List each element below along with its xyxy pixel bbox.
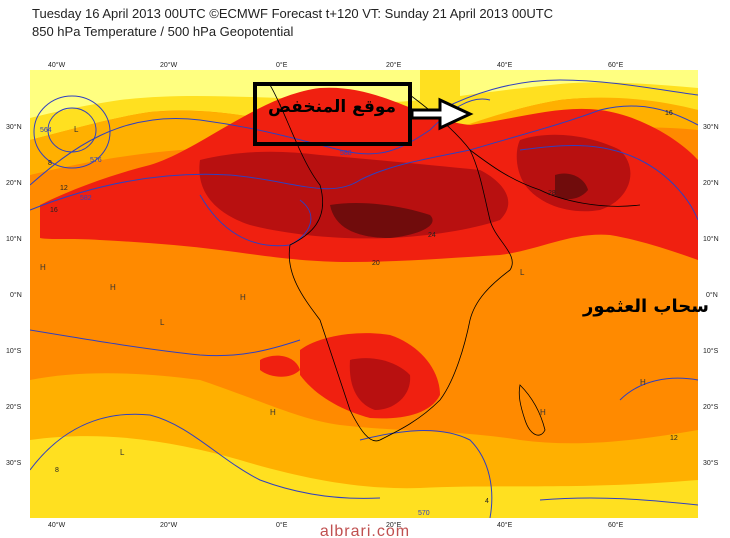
coastlines bbox=[269, 84, 641, 442]
lat-label: 20°N bbox=[703, 179, 719, 187]
lat-label: 20°N bbox=[6, 179, 22, 187]
contour-label: 28 bbox=[548, 190, 556, 197]
temperature-field bbox=[30, 70, 698, 518]
contour-label: 582 bbox=[80, 195, 92, 202]
pressure-markers: L H H L L H H H L H bbox=[40, 125, 646, 457]
lon-label: 60°E bbox=[608, 61, 624, 69]
lon-label: 40°E bbox=[497, 521, 513, 529]
svg-text:H: H bbox=[110, 283, 116, 292]
lat-labels-right: 30°N 20°N 10°N 0°N 10°S 20°S 30°S bbox=[703, 123, 719, 467]
svg-text:L: L bbox=[520, 268, 525, 277]
lat-label: 30°S bbox=[703, 459, 719, 467]
lat-label: 30°N bbox=[703, 123, 719, 131]
lat-label: 10°S bbox=[6, 347, 22, 355]
map-title: Tuesday 16 April 2013 00UTC ©ECMWF Forec… bbox=[32, 6, 554, 21]
svg-text:L: L bbox=[74, 125, 79, 134]
svg-text:H: H bbox=[540, 408, 546, 417]
contour-label: 12 bbox=[60, 185, 68, 192]
svg-text:L: L bbox=[160, 318, 165, 327]
contour-label: 24 bbox=[428, 232, 436, 239]
cloud-label: سحاب العثمور bbox=[582, 296, 709, 317]
svg-text:L: L bbox=[120, 448, 125, 457]
watermark: albrari.com bbox=[320, 523, 410, 538]
contour-label: 16 bbox=[665, 110, 673, 117]
map-subtitle: 850 hPa Temperature / 500 hPa Geopotenti… bbox=[32, 24, 294, 39]
lon-label: 40°W bbox=[48, 521, 66, 529]
contour-label: 20 bbox=[372, 260, 380, 267]
svg-text:H: H bbox=[240, 293, 246, 302]
lat-label: 30°N bbox=[6, 123, 22, 131]
contour-label: 588 bbox=[340, 150, 352, 157]
low-location-annotation: موقع المنخفض bbox=[253, 82, 474, 146]
contour-label: 8 bbox=[48, 160, 52, 167]
contour-label: 4 bbox=[485, 498, 489, 505]
lat-label: 20°S bbox=[703, 403, 719, 411]
arrow-right-icon bbox=[410, 97, 474, 131]
lon-label: 40°W bbox=[48, 61, 66, 69]
lon-label: 40°E bbox=[497, 61, 513, 69]
lon-label: 0°E bbox=[276, 521, 288, 529]
lon-label: 60°E bbox=[608, 521, 624, 529]
contour-label: 564 bbox=[40, 127, 52, 134]
lon-label: 20°E bbox=[386, 61, 402, 69]
contour-label: 12 bbox=[670, 435, 678, 442]
contour-label: 576 bbox=[90, 157, 102, 164]
lon-label: 20°W bbox=[160, 521, 178, 529]
lon-labels-bottom: 40°W 20°W 0°E 20°E 40°E 60°E bbox=[48, 521, 624, 529]
lon-label: 20°E bbox=[386, 521, 402, 529]
svg-text:H: H bbox=[270, 408, 276, 417]
lon-label: 20°W bbox=[160, 61, 178, 69]
lat-label: 0°N bbox=[706, 291, 718, 299]
contour-label: 16 bbox=[50, 207, 58, 214]
lat-label: 10°N bbox=[6, 235, 22, 243]
lat-label: 20°S bbox=[6, 403, 22, 411]
svg-text:H: H bbox=[40, 263, 46, 272]
svg-text:H: H bbox=[640, 378, 646, 387]
low-location-label: موقع المنخفض bbox=[268, 97, 396, 117]
lon-labels-top: 40°W 20°W 0°E 20°E 40°E 60°E bbox=[48, 61, 624, 69]
lat-labels-left: 30°N 20°N 10°N 0°N 10°S 20°S 30°S bbox=[6, 123, 22, 467]
lat-label: 0°N bbox=[10, 291, 22, 299]
contour-label: 570 bbox=[418, 510, 430, 517]
lat-label: 10°N bbox=[703, 235, 719, 243]
lat-label: 10°S bbox=[703, 347, 719, 355]
isoline-labels: 564 576 582 588 8 12 16 20 24 28 16 12 8… bbox=[40, 110, 678, 517]
lat-label: 30°S bbox=[6, 459, 22, 467]
lon-label: 0°E bbox=[276, 61, 288, 69]
geopotential-contours bbox=[30, 79, 698, 518]
contour-label: 8 bbox=[55, 467, 59, 474]
